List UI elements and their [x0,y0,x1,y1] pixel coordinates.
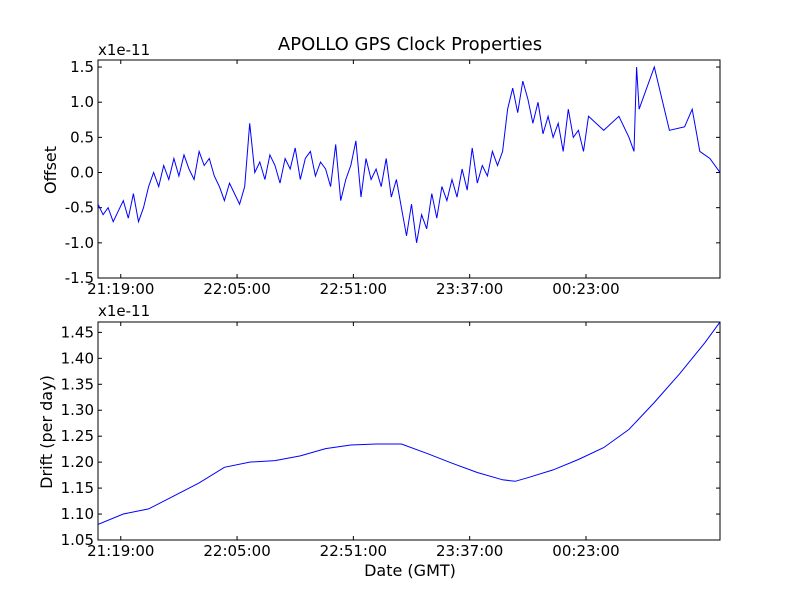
drift-y-tick-label: 1.20 [61,453,94,471]
offset-series-line [98,65,720,243]
offset-y-tick-label: 0.5 [70,128,94,146]
drift-x-tick-label: 00:23:00 [552,542,619,560]
offset-axes-frame [97,59,721,279]
chart-title: APOLLO GPS Clock Properties [278,34,542,55]
drift-y-tick-label: 1.45 [61,323,94,341]
offset-y-multiplier: x1e-11 [98,41,150,59]
drift-x-tick-label: 21:19:00 [87,542,154,560]
drift-y-axis-label: Drift (per day) [37,375,56,489]
offset-y-tick-label: -1.5 [65,269,94,287]
drift-y-multiplier: x1e-11 [98,302,150,320]
drift-plot-area: 1.05 1.10 1.15 1.20 1.25 1.30 1.35 1.40 1.45 21:1… [61,321,721,560]
drift-y-tick-label: 1.30 [61,401,94,419]
offset-y-tick-label: 1.0 [70,93,94,111]
drift-y-tick-label: 1.40 [61,349,94,367]
drift-x-axis-label: Date (GMT) [364,561,456,580]
drift-y-tick-label: 1.10 [61,505,94,523]
drift-x-tick-label: 23:37:00 [436,542,503,560]
offset-x-tick-label: 23:37:00 [436,280,503,298]
offset-y-tick-label: 1.5 [70,58,94,76]
drift-y-tick-label: 1.25 [61,427,94,445]
offset-x-tick-label: 00:23:00 [552,280,619,298]
drift-series-line [98,322,720,525]
offset-y-axis-label: Offset [41,146,60,194]
drift-y-tick-label: 1.15 [61,479,94,497]
drift-y-tick-label: 1.35 [61,375,94,393]
offset-x-tick-label: 21:19:00 [87,280,154,298]
drift-axes-frame [97,321,721,541]
drift-x-tick-label: 22:05:00 [203,542,270,560]
drift-y-tick-label: 1.05 [61,531,94,549]
drift-chart: x1e-11 Drift (per day) Date (GMT) 1.051.… [37,302,721,580]
offset-plot-area: -1.5 -1.0 -0.5 0.0 0.5 1.0 1.5 21:19:00 22:05:00… [65,58,721,298]
offset-x-tick-label: 22:51:00 [320,280,387,298]
offset-chart: APOLLO GPS Clock Properties x1e-11 Offse… [41,34,721,298]
drift-x-tick-label: 22:51:00 [320,542,387,560]
offset-y-tick-label: -1.0 [65,234,94,252]
offset-y-tick-label: -0.5 [65,199,94,217]
offset-y-tick-label: 0.0 [70,164,94,182]
offset-x-tick-label: 22:05:00 [203,280,270,298]
